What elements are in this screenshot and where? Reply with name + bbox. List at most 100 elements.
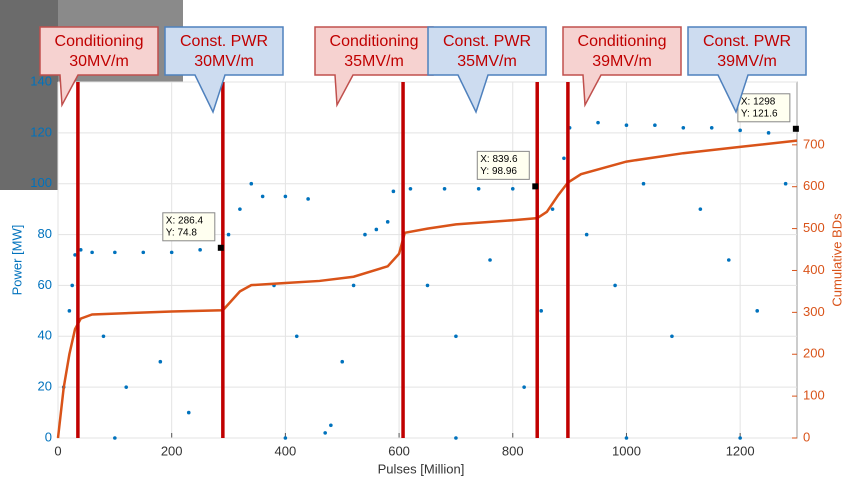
callout-value: 35MV/m	[457, 53, 517, 70]
datatip-y: Y: 121.6	[741, 108, 778, 119]
datatip-y: Y: 98.96	[480, 166, 517, 177]
point	[329, 423, 333, 428]
point	[70, 283, 75, 288]
point	[306, 197, 310, 201]
callout-value: 30MV/m	[194, 53, 254, 70]
point	[783, 181, 788, 186]
point	[488, 258, 492, 262]
point	[726, 258, 731, 262]
point	[169, 250, 174, 255]
point	[738, 128, 742, 133]
y-tick-label: 40	[38, 328, 52, 343]
x-tick-label: 200	[161, 443, 183, 458]
point	[124, 385, 129, 389]
point	[101, 334, 106, 339]
y2-tick-label: 200	[803, 346, 825, 361]
point	[260, 194, 265, 199]
callout-title: Const. PWR	[443, 33, 531, 50]
point	[113, 250, 117, 255]
callout-box	[687, 26, 807, 115]
datatip-box	[162, 212, 216, 242]
point	[613, 283, 617, 288]
callout-title: Conditioning	[330, 33, 419, 50]
datatip-point	[792, 125, 799, 132]
point	[113, 436, 117, 440]
x-tick-label: 400	[275, 443, 297, 458]
datatip-box	[737, 93, 791, 123]
x-tick-label: 800	[502, 443, 524, 458]
y-tick-label: 80	[38, 226, 52, 241]
datatip-point	[532, 183, 539, 190]
datatip-x: X: 839.6	[480, 154, 518, 165]
callout-value: 39MV/m	[717, 53, 777, 70]
y-tick-label: 60	[38, 277, 52, 292]
y2-tick-label: 500	[803, 220, 825, 235]
point	[141, 250, 146, 255]
point	[681, 125, 686, 130]
point	[249, 181, 254, 186]
point	[294, 334, 299, 339]
plot-area	[57, 81, 798, 439]
y-axis-label: Power [MW]	[9, 225, 24, 296]
point	[562, 156, 566, 161]
point	[454, 436, 458, 440]
y2-tick-label: 400	[803, 262, 825, 277]
callout-title: Conditioning	[578, 33, 667, 50]
point	[408, 187, 413, 191]
datatip-x: X: 1298	[741, 96, 776, 107]
datatip-box	[476, 150, 530, 180]
point	[351, 283, 356, 288]
y2-tick-label: 100	[803, 388, 825, 403]
point	[425, 283, 430, 288]
point	[391, 189, 396, 194]
point	[596, 120, 600, 125]
point	[698, 207, 703, 211]
point	[550, 207, 555, 211]
datatip-y: Y: 74.8	[166, 227, 198, 238]
y2-tick-label: 600	[803, 178, 825, 193]
y-tick-label: 0	[45, 429, 52, 444]
callout-value: 35MV/m	[344, 53, 404, 70]
point	[283, 436, 288, 440]
y-tick-label: 140	[30, 73, 52, 88]
x-tick-label: 1000	[612, 443, 641, 458]
point	[283, 194, 288, 199]
x-tick-label: 0	[54, 443, 61, 458]
callout-value: 30MV/m	[69, 53, 129, 70]
point	[709, 125, 714, 130]
point	[73, 253, 77, 257]
line	[56, 139, 798, 439]
point	[67, 309, 72, 313]
y2-axis-label: Cumulative BDs	[829, 213, 844, 307]
point	[522, 385, 526, 389]
point	[755, 309, 760, 313]
callout-title: Const. PWR	[180, 33, 268, 50]
point	[539, 309, 543, 313]
y-tick-label: 100	[30, 175, 52, 190]
point	[374, 227, 379, 232]
point	[476, 187, 481, 191]
point	[90, 250, 94, 255]
x-tick-label: 600	[388, 443, 410, 458]
x-tick-label: 1200	[726, 443, 755, 458]
point	[78, 248, 83, 252]
y-tick-label: 20	[38, 379, 52, 394]
point	[363, 232, 367, 237]
datatip-point	[217, 244, 224, 251]
point	[198, 248, 202, 252]
datatip-x: X: 286.4	[166, 215, 204, 226]
callout-box	[427, 26, 547, 115]
point	[442, 187, 447, 191]
point	[510, 187, 515, 191]
callout-value: 39MV/m	[592, 53, 652, 70]
point	[186, 410, 191, 415]
point	[738, 436, 742, 440]
callout-title: Const. PWR	[703, 33, 791, 50]
point	[158, 359, 163, 364]
point	[226, 232, 231, 237]
point	[641, 181, 646, 186]
callout-box	[562, 26, 682, 108]
y2-tick-label: 300	[803, 304, 825, 319]
point	[584, 232, 589, 237]
